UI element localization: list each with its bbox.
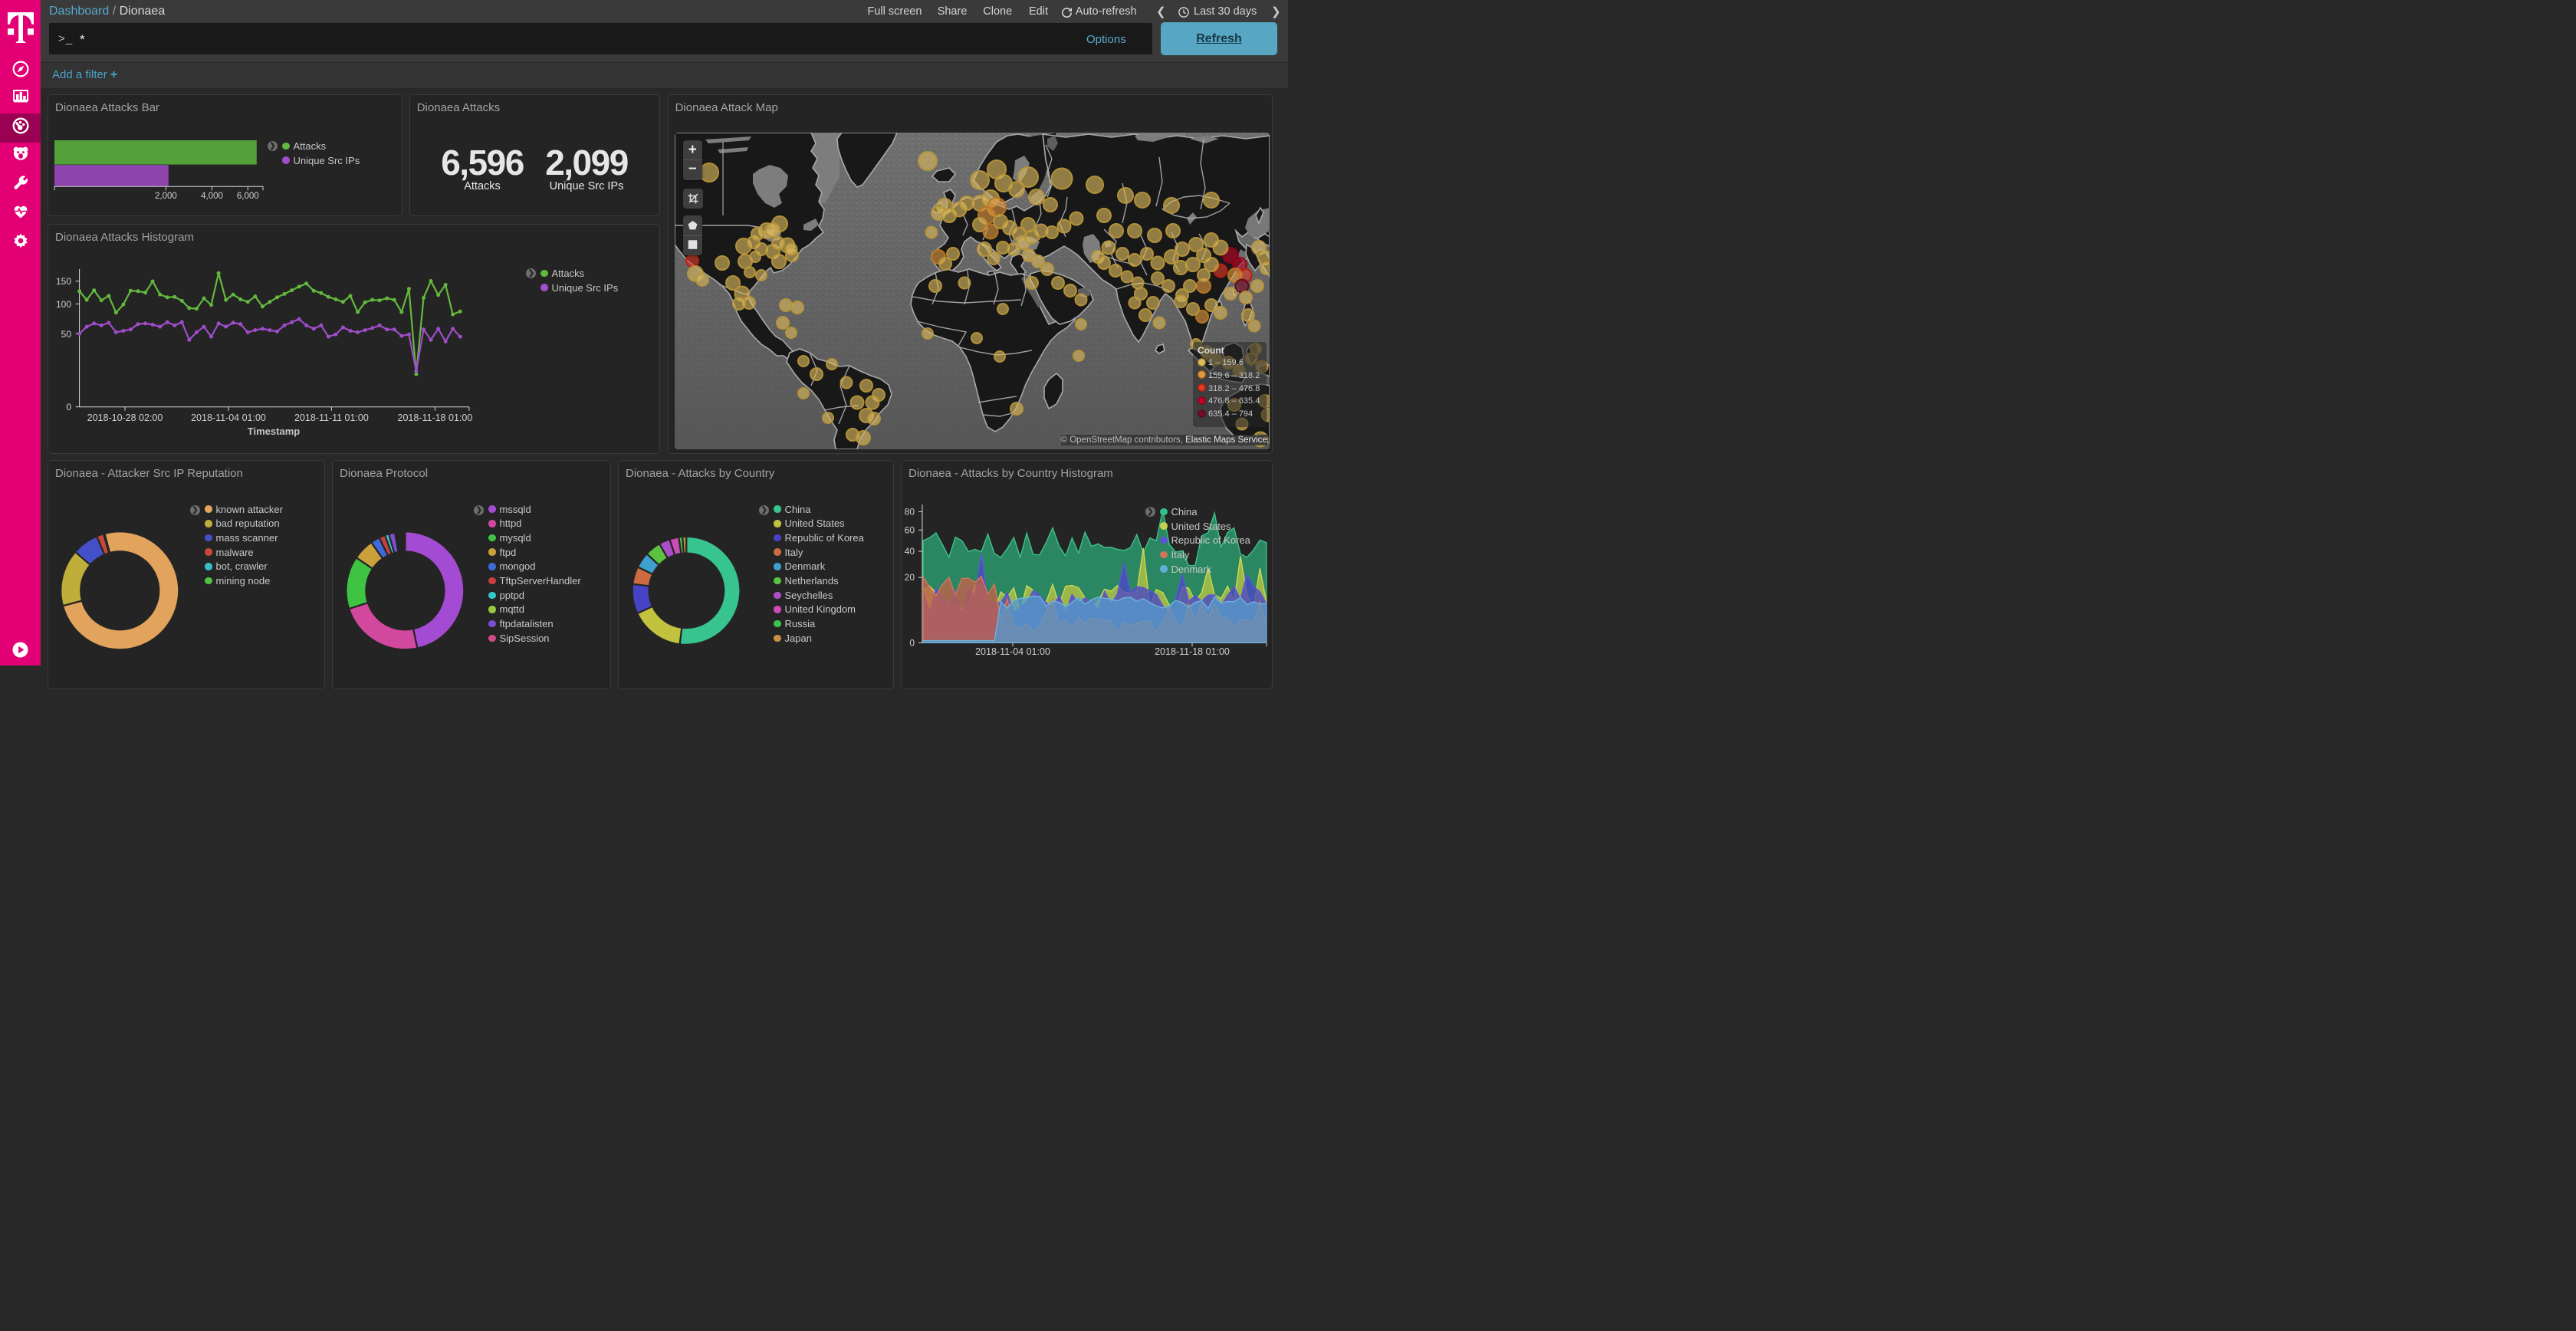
svg-text:0: 0 xyxy=(66,402,71,412)
svg-text:2018-11-18 01:00: 2018-11-18 01:00 xyxy=(398,412,473,423)
svg-text:100: 100 xyxy=(56,299,71,310)
svg-text:40: 40 xyxy=(905,546,915,557)
svg-text:2018-11-04 01:00: 2018-11-04 01:00 xyxy=(975,646,1050,657)
svg-text:20: 20 xyxy=(905,572,915,583)
svg-text:150: 150 xyxy=(56,276,71,287)
svg-text:80: 80 xyxy=(905,507,915,518)
svg-text:Timestamp: Timestamp xyxy=(248,426,300,437)
svg-text:0: 0 xyxy=(909,637,915,648)
svg-text:2018-10-28 02:00: 2018-10-28 02:00 xyxy=(87,412,163,423)
svg-text:4,000: 4,000 xyxy=(201,192,223,201)
svg-text:50: 50 xyxy=(61,329,72,340)
svg-text:60: 60 xyxy=(905,524,915,535)
svg-text:2018-11-18 01:00: 2018-11-18 01:00 xyxy=(1155,646,1230,657)
svg-text:2,000: 2,000 xyxy=(155,192,177,201)
svg-text:2018-11-04 01:00: 2018-11-04 01:00 xyxy=(191,412,266,423)
svg-text:6,000: 6,000 xyxy=(237,192,259,201)
svg-text:2018-11-11 01:00: 2018-11-11 01:00 xyxy=(294,412,369,423)
